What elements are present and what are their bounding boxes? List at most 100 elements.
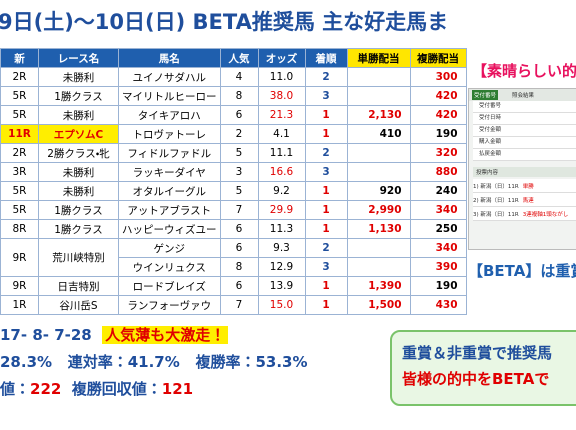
race-number: 9R	[0, 238, 39, 277]
receipt-tab: 照会結果	[512, 93, 535, 99]
popularity: 6	[219, 219, 259, 239]
empty-cell	[346, 143, 411, 163]
receipt-race: 3) 新潟（日）11R	[473, 211, 519, 218]
horse-name: ランフォーヴァウ	[118, 295, 221, 315]
popularity: 2	[219, 124, 259, 144]
table-row: 1R 谷川岳S ランフォーヴァウ 7 15.0 1 1,500 430	[0, 295, 467, 315]
race-number: 3R	[0, 162, 39, 182]
empty-cell	[346, 86, 411, 106]
horse-name: ロードブレイズ	[118, 276, 221, 296]
popularity: 5	[219, 143, 259, 163]
horse-name: トロヴァトーレ	[118, 124, 221, 144]
fuku-value: 121	[161, 380, 194, 398]
race-number: 9R	[0, 276, 39, 296]
stats: 17- 8- 7-28 人気薄も大激走！ 28.3% 連対率：41.7% 複勝率…	[0, 322, 308, 403]
win-payout: 1,130	[346, 219, 411, 239]
receipt-kind: 単勝	[522, 183, 534, 190]
horse-name: フィドルファドル	[118, 143, 221, 163]
finish: 1	[304, 219, 348, 239]
receipt-image: 受付番号 照会結果 受付番号 受付日時 受付金額 購入金額 払戻金額 投票内容 1) 新潟…	[468, 88, 576, 250]
label: 連対率：	[67, 353, 128, 371]
fukusho-rate: 53.3%	[255, 353, 308, 371]
race-name: 未勝利	[38, 67, 119, 87]
table-row: 9R 日吉特別 ロードブレイズ 6 13.9 1 1,390 190	[0, 276, 467, 296]
race-name: 未勝利	[38, 105, 119, 125]
finish: 2	[304, 238, 348, 258]
receipt-field: 払戻金額	[473, 149, 576, 161]
table-row: 5R 未勝利 タイキアロハ 6 21.3 1 2,130 420	[0, 105, 467, 125]
column-header: 着順	[304, 48, 348, 68]
promo-box: 重賞＆非重賞で推奨馬 皆様の的中をBETAで	[390, 330, 576, 406]
tan-value: 222	[30, 380, 62, 398]
horse-name: タイキアロハ	[118, 105, 221, 125]
win-payout: 1,500	[346, 295, 411, 315]
popularity: 6	[219, 276, 259, 296]
label: 複勝回収値：	[71, 380, 162, 398]
odds: 11.3	[257, 219, 306, 239]
race-number: 2R	[0, 143, 39, 163]
popularity: 5	[219, 181, 259, 201]
popularity: 6	[219, 238, 259, 258]
receipt-field: 購入金額	[473, 137, 576, 149]
receipt-line: 3) 新潟（日）11R 3連複軸1頭ながし	[473, 207, 576, 221]
win-payout: 920	[346, 181, 411, 201]
place-payout: 240	[409, 181, 467, 201]
race-number: 5R	[0, 105, 39, 125]
finish: 1	[304, 105, 348, 125]
place-payout: 880	[409, 162, 467, 182]
stats-line: 17- 8- 7-28 人気薄も大激走！	[0, 322, 308, 349]
finish: 2	[304, 67, 348, 87]
place-payout: 420	[409, 105, 467, 125]
label: 複勝率：	[195, 353, 256, 371]
place-payout: 250	[409, 219, 467, 239]
header-row: 新レース名 馬名 人気 オッズ 着順 単勝配当 複勝配当	[0, 48, 467, 68]
table-row: 9R 荒川峡特別 ゲンジ 6 9.3 2 340	[0, 238, 467, 277]
column-header: 複勝配当	[409, 48, 467, 68]
receipt-line: 2) 新潟（日）11R 馬連	[473, 193, 576, 207]
receipt-tab: 受付番号	[472, 90, 499, 100]
popularity: 4	[219, 67, 259, 87]
horse-name: マイリトルヒーロー	[118, 86, 221, 106]
side-caption: 【BETA】は重賞	[468, 262, 576, 280]
popularity: 7	[219, 200, 259, 220]
table-row: ウインリュクス 8 12.9 3 390	[1, 257, 467, 277]
odds: 21.3	[257, 105, 306, 125]
odds: 11.0	[257, 67, 306, 87]
finish: 1	[304, 181, 348, 201]
race-number: 11R	[0, 124, 39, 144]
receipt-race: 1) 新潟（日）11R	[473, 183, 519, 190]
place-payout: 340	[409, 200, 467, 220]
race-number: 1R	[0, 295, 39, 315]
odds: 9.2	[257, 181, 306, 201]
popularity: 8	[219, 86, 259, 106]
race-number: 5R	[0, 181, 39, 201]
popularity: 6	[219, 105, 259, 125]
column-header: 馬名	[118, 48, 221, 68]
win-payout: 410	[346, 124, 411, 144]
odds: 11.1	[257, 143, 306, 163]
popularity: 7	[219, 295, 259, 315]
finish: 1	[304, 124, 348, 144]
race-name: 2勝クラス・牝	[38, 143, 119, 163]
receipt-field: 受付金額	[473, 125, 576, 137]
empty-cell	[346, 67, 411, 87]
popularity: 3	[219, 162, 259, 182]
finish: 2	[304, 143, 348, 163]
race-name: 未勝利	[38, 181, 119, 201]
race-name: 日吉特別	[38, 276, 119, 296]
results-table: 新レース名 馬名 人気 オッズ 着順 単勝配当 複勝配当 2R 未勝利 ユイノサダハル 4 11.0…	[0, 48, 467, 315]
receipt-lines: 1) 新潟（日）11R 単勝 2) 新潟（日）11R 馬連 3) 新潟（日）11R 3連複…	[469, 179, 576, 221]
badge: 人気薄も大激走！	[102, 326, 229, 344]
horse-name: ウインリュクス	[118, 257, 221, 277]
column-header: オッズ	[257, 48, 306, 68]
race-number: 8R	[0, 219, 39, 239]
race-name: 谷川岳S	[38, 295, 119, 315]
win-rate: 28.3%	[0, 353, 53, 371]
empty-cell	[346, 162, 411, 182]
odds: 29.9	[257, 200, 306, 220]
place-payout: 300	[409, 67, 467, 87]
odds: 38.0	[257, 86, 306, 106]
horse-name: ユイノサダハル	[118, 67, 221, 87]
